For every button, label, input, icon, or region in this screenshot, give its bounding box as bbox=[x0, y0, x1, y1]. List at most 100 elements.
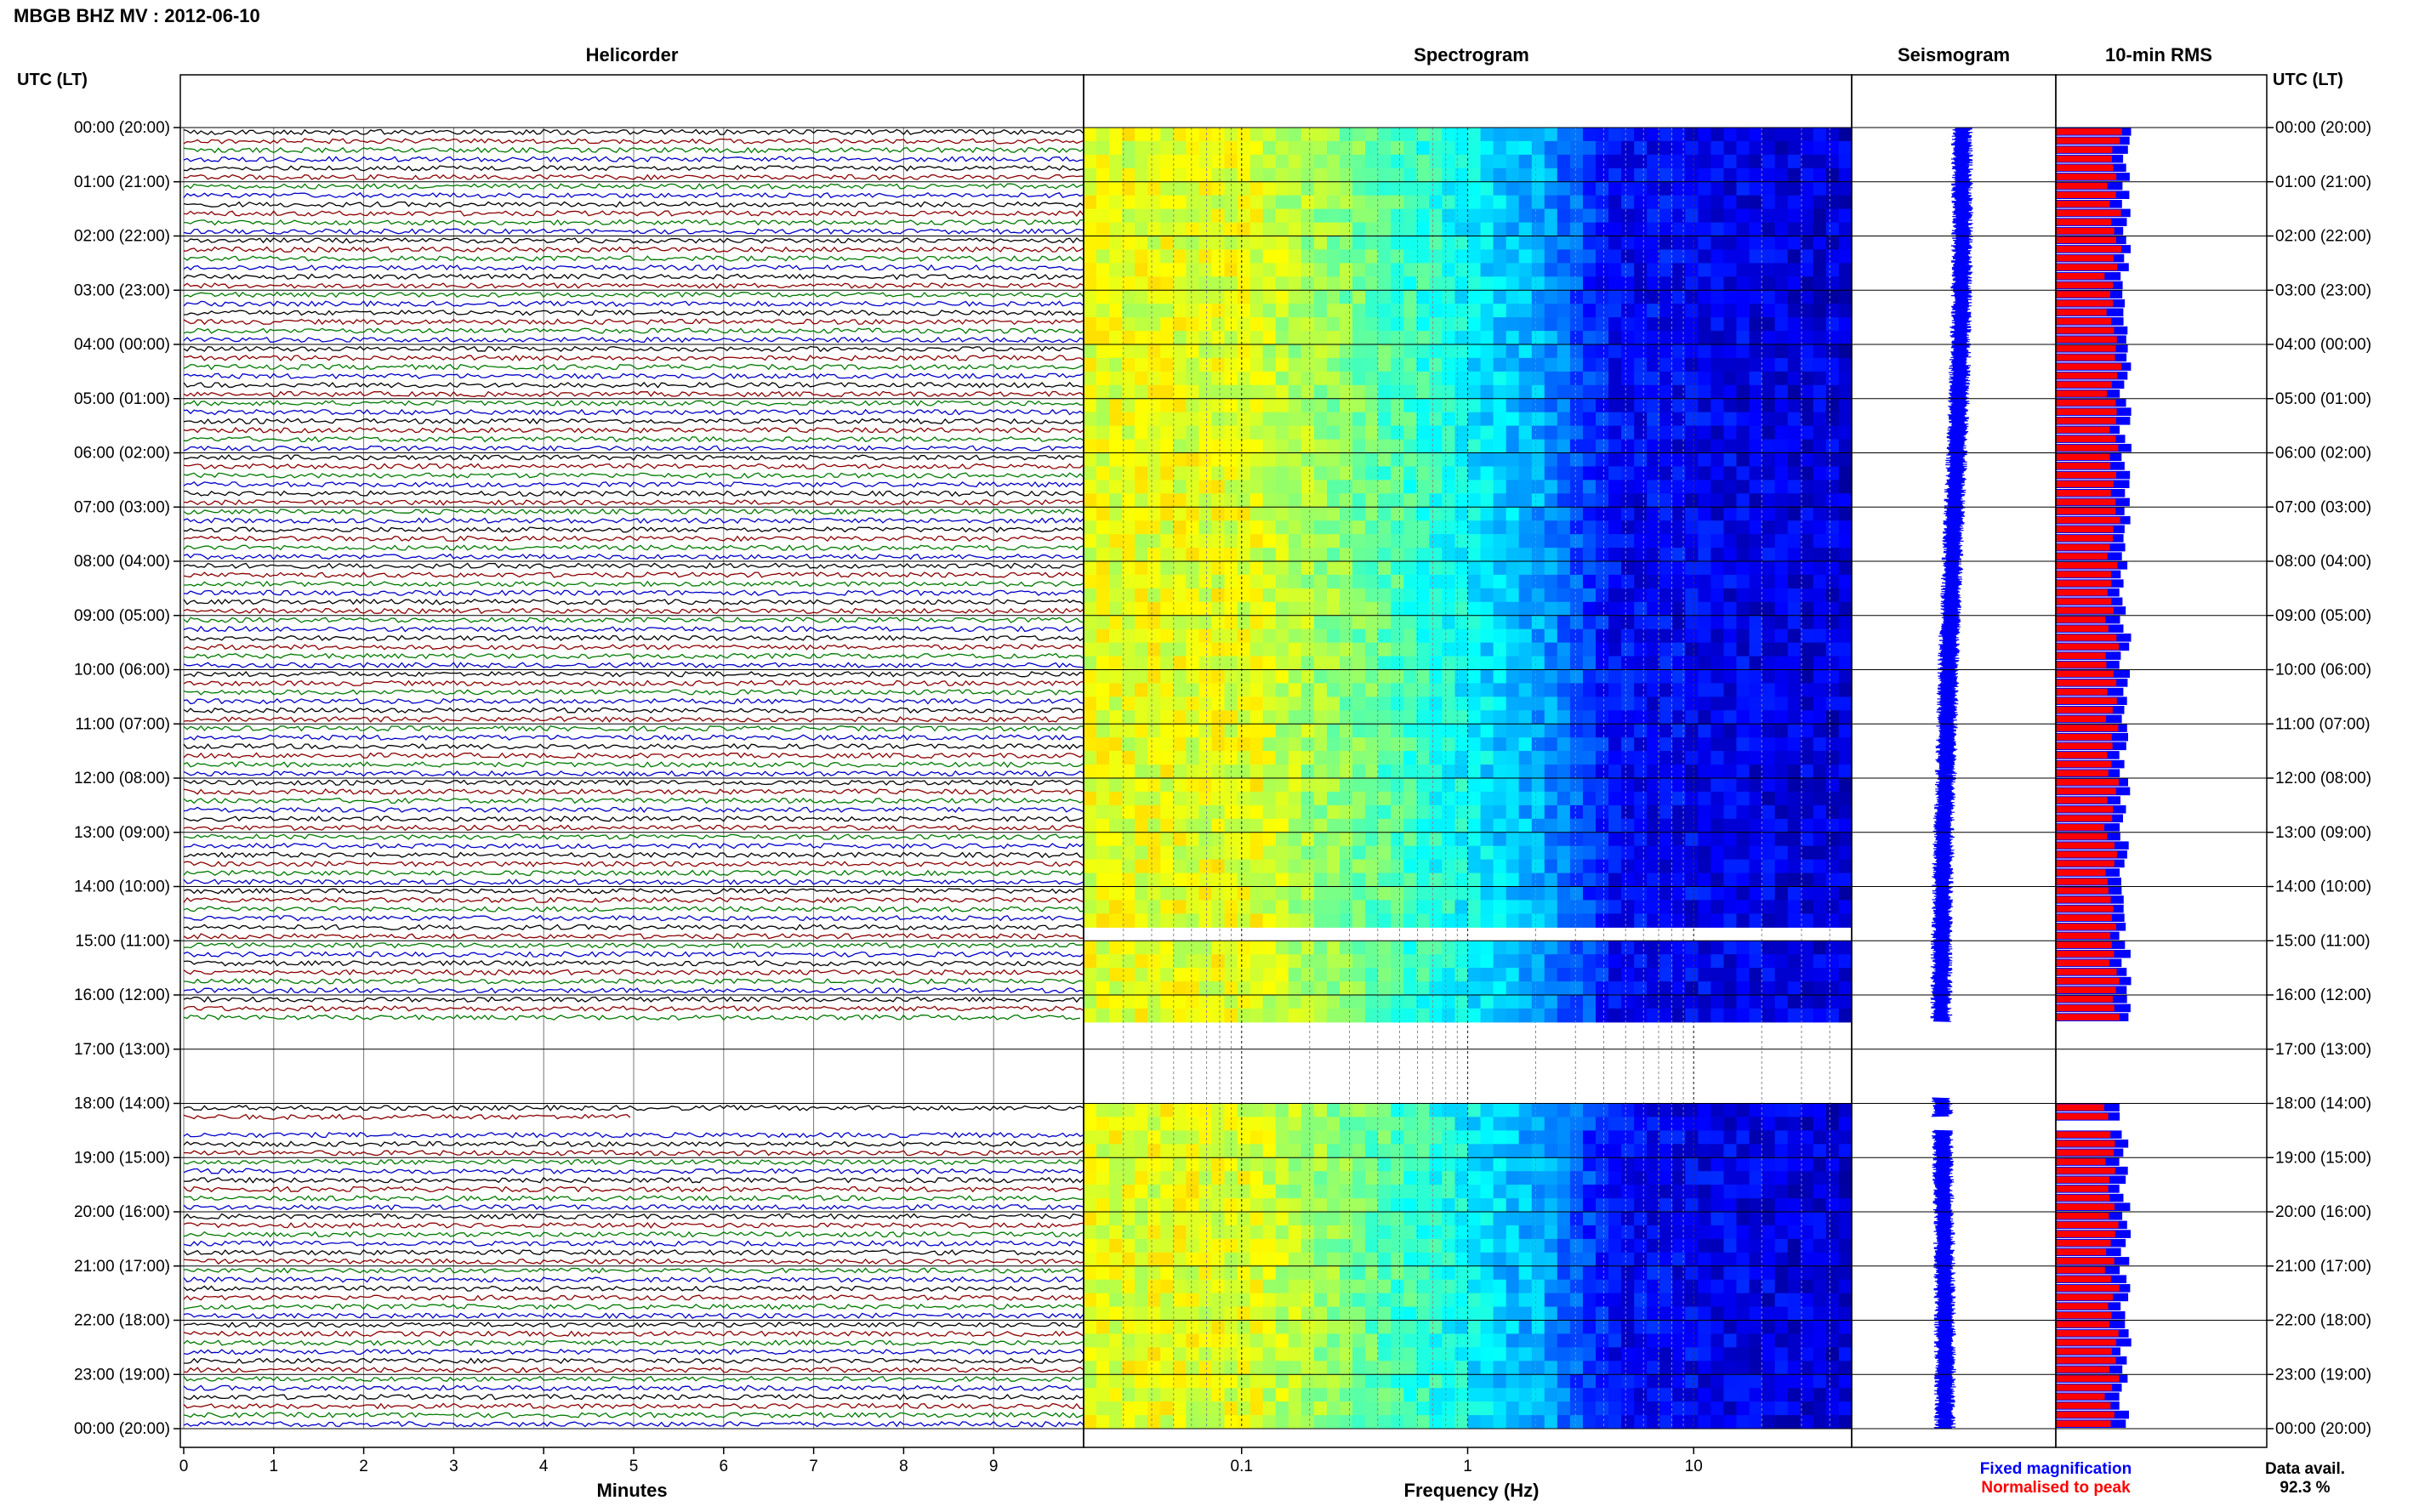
spectrogram-cell bbox=[1838, 859, 1852, 874]
spectrogram-cell bbox=[1109, 804, 1123, 820]
spectrogram-cell bbox=[1685, 845, 1699, 861]
spectrogram-cell bbox=[1147, 954, 1161, 969]
spectrogram-cell bbox=[1787, 1225, 1801, 1240]
spectrogram-cell bbox=[1135, 737, 1148, 752]
spectrogram-cell bbox=[1544, 1333, 1558, 1348]
spectrogram-cell bbox=[1365, 683, 1379, 697]
spectrogram-cell bbox=[1262, 208, 1277, 224]
spectrogram-cell bbox=[1122, 1265, 1136, 1281]
spectrogram-cell bbox=[1531, 1279, 1545, 1294]
spectrogram-cell bbox=[1327, 1185, 1340, 1199]
spectrogram-cell bbox=[1647, 1103, 1660, 1117]
spectrogram-cell bbox=[1544, 941, 1558, 955]
spectrogram-cell bbox=[1505, 873, 1520, 888]
spectrogram-cell bbox=[1647, 249, 1660, 264]
spectrogram-cell bbox=[1493, 181, 1507, 196]
spectrogram-cell bbox=[1838, 140, 1852, 156]
spectrogram-cell bbox=[1288, 425, 1302, 441]
spectrogram-cell bbox=[1147, 398, 1161, 413]
spectrogram-cell bbox=[1403, 1117, 1417, 1131]
spectrogram-cell bbox=[1583, 561, 1597, 576]
spectrogram-cell bbox=[1313, 384, 1328, 400]
spectrogram-cell bbox=[1634, 628, 1648, 644]
spectrogram-cell bbox=[1544, 195, 1558, 210]
spectrogram-cell bbox=[1160, 154, 1174, 169]
spectrogram-cell bbox=[1096, 249, 1110, 264]
spectrogram-cell bbox=[1365, 1117, 1379, 1131]
spectrogram-cell bbox=[1084, 548, 1097, 562]
spectrogram-cell bbox=[1262, 412, 1277, 427]
spectrogram-cell bbox=[1787, 452, 1801, 467]
spectrogram-cell bbox=[1698, 1252, 1711, 1267]
spectrogram-cell bbox=[1698, 1117, 1711, 1131]
spectrogram-cell bbox=[1262, 818, 1277, 833]
spectrogram-cell bbox=[1378, 683, 1392, 697]
spectrogram-cell bbox=[1723, 981, 1738, 996]
spectrogram-cell bbox=[1838, 765, 1852, 779]
spectrogram-cell bbox=[1736, 669, 1750, 684]
spectrogram-cell bbox=[1249, 452, 1264, 467]
spectrogram-cell bbox=[1454, 954, 1469, 969]
spectrogram-cell bbox=[1429, 737, 1443, 752]
spectrogram-cell bbox=[1442, 548, 1455, 562]
spectrogram-cell bbox=[1262, 941, 1277, 955]
spectrogram-cell bbox=[1813, 1198, 1827, 1213]
spectrogram-cell bbox=[1505, 656, 1520, 671]
spectrogram-cell bbox=[1480, 804, 1494, 820]
spectrogram-cell bbox=[1659, 765, 1673, 779]
spectrogram-cell bbox=[1774, 208, 1789, 224]
spectrogram-cell bbox=[1634, 1225, 1648, 1240]
spectrogram-cell bbox=[1544, 384, 1558, 400]
spectrogram-cell bbox=[1262, 222, 1277, 237]
spectrogram-cell bbox=[1340, 520, 1353, 535]
spectrogram-cell bbox=[1774, 1333, 1789, 1348]
spectrogram-cell bbox=[1480, 263, 1494, 277]
spectrogram-cell bbox=[1340, 1333, 1353, 1348]
spectrogram-cell bbox=[1762, 1103, 1776, 1117]
spectrogram-cell bbox=[1288, 208, 1302, 224]
spectrogram-cell bbox=[1313, 1333, 1328, 1348]
spectrogram-cell bbox=[1275, 168, 1289, 183]
spectrogram-cell bbox=[1710, 236, 1725, 250]
spectrogram-cell bbox=[1391, 304, 1404, 318]
spectrogram-cell bbox=[1710, 520, 1725, 535]
spectrogram-cell bbox=[1813, 588, 1827, 603]
spectrogram-cell bbox=[1109, 548, 1123, 562]
spectrogram-cell bbox=[1416, 1306, 1430, 1322]
spectrogram-cell bbox=[1685, 1008, 1699, 1023]
spectrogram-cell bbox=[1135, 290, 1148, 304]
spectrogram-cell bbox=[1685, 1225, 1699, 1240]
spectrogram-cell bbox=[1211, 1171, 1226, 1185]
spectrogram-cell bbox=[1327, 384, 1340, 400]
spectrogram-cell bbox=[1352, 412, 1366, 427]
spectrogram-cell bbox=[1544, 1306, 1558, 1322]
spectrogram-cell bbox=[1736, 128, 1750, 142]
spectrogram-cell bbox=[1454, 304, 1469, 318]
spectrogram-cell bbox=[1493, 913, 1507, 928]
spectrogram-cell bbox=[1596, 181, 1609, 196]
spectrogram-cell bbox=[1301, 1008, 1315, 1023]
spectrogram-cell bbox=[1659, 683, 1673, 697]
spectrogram-cell bbox=[1467, 954, 1482, 969]
spectrogram-cell bbox=[1749, 140, 1763, 156]
spectrogram-cell bbox=[1211, 384, 1226, 400]
spectrogram-cell bbox=[1301, 913, 1315, 928]
spectrogram-cell bbox=[1544, 548, 1558, 562]
spectrogram-cell bbox=[1340, 466, 1353, 480]
spectrogram-cell bbox=[1249, 941, 1264, 955]
spectrogram-cell bbox=[1198, 425, 1213, 441]
spectrogram-cell bbox=[1416, 818, 1430, 833]
spectrogram-cell bbox=[1672, 1252, 1686, 1267]
spectrogram-cell bbox=[1723, 1212, 1738, 1226]
spectrogram-cell bbox=[1608, 263, 1622, 277]
spectrogram-cell bbox=[1838, 520, 1852, 535]
spectrogram-cell bbox=[1454, 357, 1469, 372]
spectrogram-cell bbox=[1327, 818, 1340, 833]
spectrogram-cell bbox=[1327, 886, 1340, 901]
spectrogram-cell bbox=[1813, 140, 1827, 156]
spectrogram-cell bbox=[1096, 195, 1110, 210]
spectrogram-cell bbox=[1608, 1238, 1622, 1253]
spectrogram-cell bbox=[1416, 1279, 1430, 1294]
spectrogram-cell bbox=[1224, 859, 1238, 874]
spectrogram-cell bbox=[1237, 384, 1251, 400]
